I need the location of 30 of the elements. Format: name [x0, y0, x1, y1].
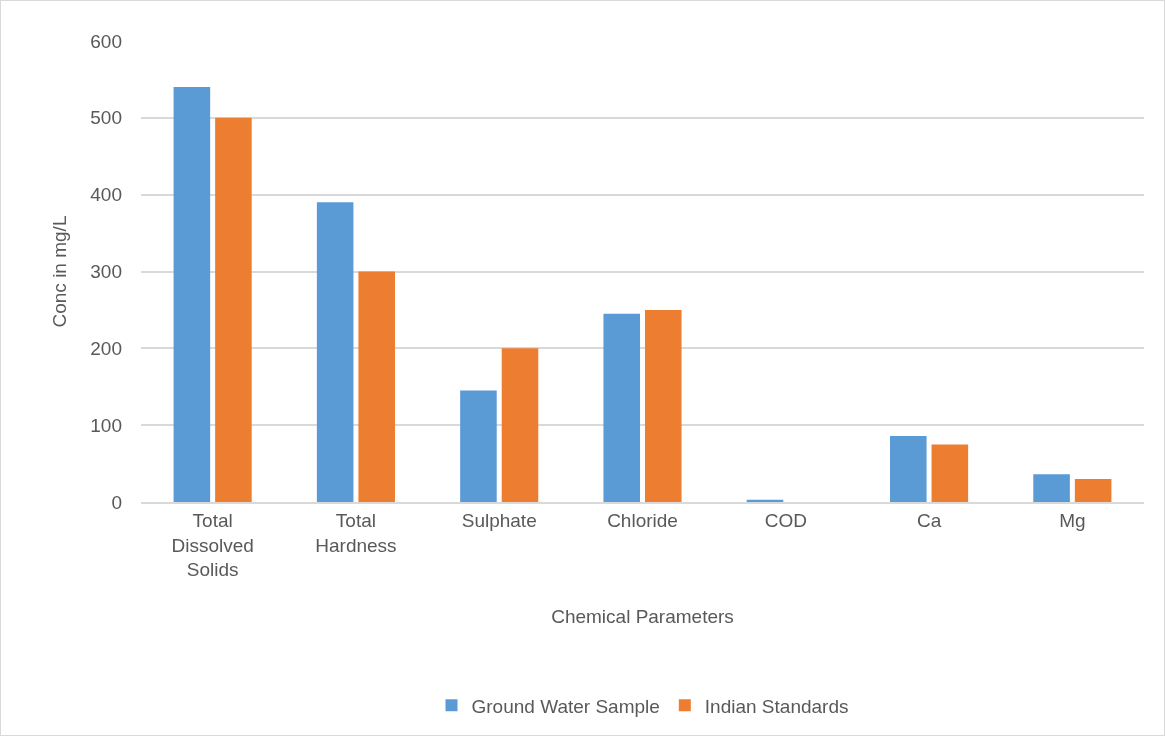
x-tick-label: Mg — [1059, 509, 1086, 531]
bar — [1033, 474, 1070, 502]
bar — [215, 117, 252, 502]
bar — [890, 435, 927, 502]
legend-label: Indian Standards — [704, 695, 849, 717]
y-axis-title: Conc in mg/L — [49, 215, 71, 328]
legend-label: Ground Water Sample — [471, 695, 660, 717]
x-tick-label: Chloride — [607, 509, 678, 531]
bar — [603, 313, 641, 502]
bar — [358, 271, 395, 502]
x-axis-title: Chemical Parameters — [551, 605, 734, 627]
bar — [931, 444, 969, 502]
bar — [501, 348, 539, 502]
y-tick-label: 600 — [90, 30, 122, 52]
x-tick-label: Total Dissolved Solids — [171, 509, 254, 581]
bar — [460, 390, 497, 502]
x-tick-label: Sulphate — [461, 509, 537, 531]
x-tick-label: COD — [764, 509, 807, 531]
y-tick-label: 400 — [90, 184, 122, 206]
x-tick-label: Ca — [916, 509, 942, 531]
y-tick-label: 200 — [90, 337, 122, 359]
bar — [644, 309, 682, 502]
x-tick-label: Total Hardness — [315, 509, 397, 556]
y-tick-label: 300 — [90, 261, 122, 283]
bar — [1074, 478, 1112, 502]
bar — [173, 87, 211, 502]
y-tick-label: 500 — [90, 107, 122, 129]
y-tick-label: 100 — [90, 414, 122, 436]
y-tick-label: 0 — [111, 491, 122, 513]
bar — [316, 202, 354, 502]
